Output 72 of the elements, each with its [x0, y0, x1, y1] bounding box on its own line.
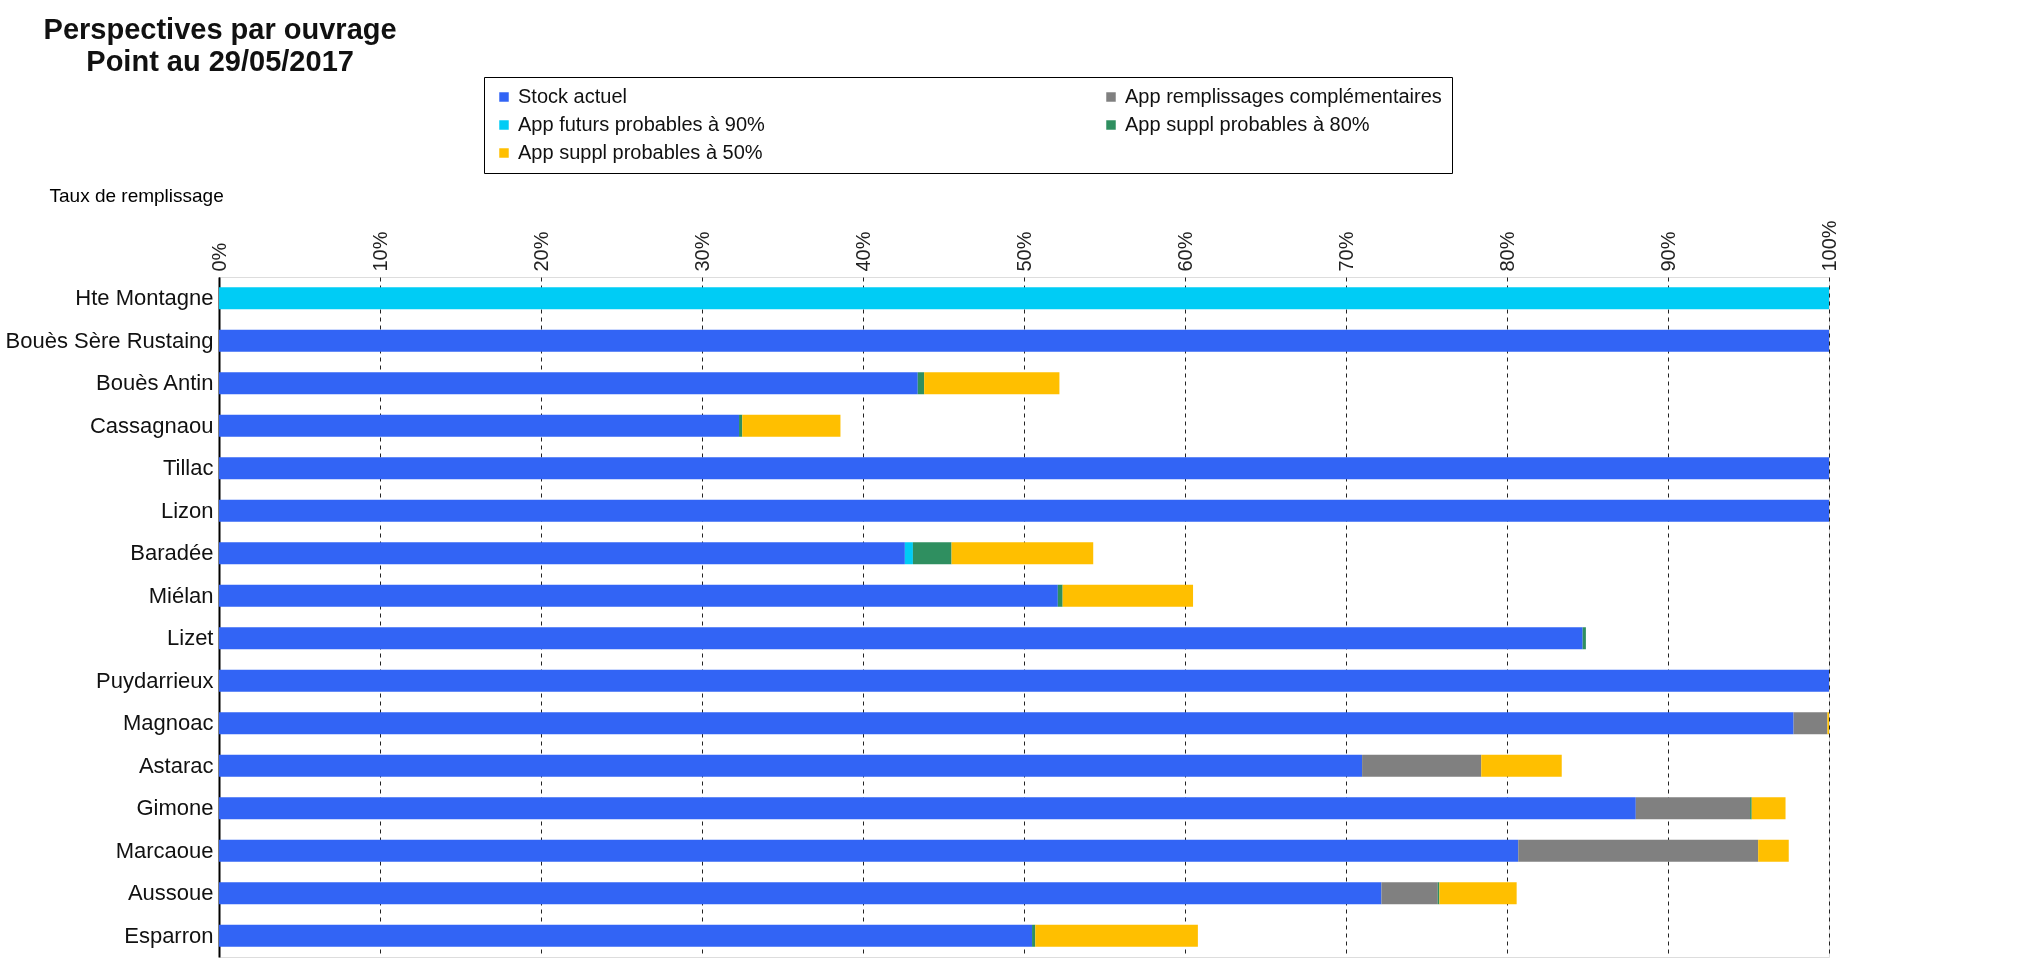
chart-title: Perspectives par ouvrage — [43, 12, 397, 45]
bar — [1062, 584, 1194, 607]
y-tick-label: Miélan — [148, 582, 214, 608]
bar — [1582, 627, 1586, 650]
y-tick-label: Cassagnaou — [89, 412, 214, 438]
bar — [219, 924, 1033, 947]
y-tick-label: Bouès Antin — [96, 370, 214, 396]
bar — [1793, 712, 1828, 735]
bar — [219, 542, 905, 565]
bar — [219, 414, 740, 437]
bar — [219, 287, 1829, 310]
bar — [219, 584, 1058, 607]
bar — [219, 669, 1829, 692]
y-tick-label: Astarac — [138, 752, 214, 778]
bar — [1481, 754, 1562, 777]
y-tick-label: Esparron — [124, 922, 214, 948]
y-tick-label: Aussoue — [127, 880, 214, 906]
x-tick-label: 10% — [368, 231, 391, 272]
x-tick-label: 0% — [207, 242, 230, 272]
y-tick-label: Lizon — [160, 497, 214, 523]
legend-label: Stock actuel — [518, 85, 627, 107]
bar — [219, 712, 1794, 735]
bar — [219, 797, 1636, 820]
bar — [1518, 839, 1759, 862]
bar — [904, 542, 913, 565]
x-tick-label: 60% — [1173, 231, 1196, 272]
legend-label: App remplissages complémentaires — [1125, 85, 1442, 107]
bar — [1035, 924, 1198, 947]
x-tick-label: 20% — [529, 231, 552, 272]
bar — [917, 372, 925, 395]
bar — [1381, 882, 1438, 905]
bar — [219, 499, 1829, 522]
y-tick-label: Lizet — [167, 625, 214, 651]
bar — [219, 329, 1829, 352]
bar — [1758, 839, 1789, 862]
x-tick-label: 80% — [1495, 231, 1518, 272]
legend-label: App suppl probables à 80% — [1125, 113, 1370, 135]
y-tick-label: Baradée — [130, 540, 214, 566]
x-axis-title: Taux de remplissage — [49, 184, 224, 206]
y-tick-label: Marcaoue — [115, 837, 214, 863]
bar — [1751, 797, 1786, 820]
y-tick-label: Gimone — [136, 795, 214, 821]
x-tick-label: 30% — [690, 231, 713, 272]
bar — [219, 457, 1829, 480]
bar — [739, 414, 743, 437]
bar — [912, 542, 952, 565]
bar — [742, 414, 841, 437]
chart-subtitle: Point au 29/05/2017 — [86, 44, 354, 77]
y-tick-label: Hte Montagne — [75, 285, 214, 311]
x-tick-label: 40% — [851, 231, 874, 272]
bar — [219, 754, 1363, 777]
bar — [219, 839, 1519, 862]
bar — [1635, 797, 1751, 820]
y-tick-label: Magnoac — [122, 710, 214, 736]
x-tick-label: 50% — [1012, 231, 1035, 272]
y-tick-label: Tillac — [162, 455, 214, 481]
bar — [219, 372, 918, 395]
bar — [1362, 754, 1482, 777]
bar — [1057, 584, 1063, 607]
legend-label: App futurs probables à 90% — [518, 113, 766, 135]
bar — [219, 627, 1583, 650]
bar — [1032, 924, 1036, 947]
bar — [219, 882, 1382, 905]
bar — [951, 542, 1094, 565]
y-tick-label: Bouès Sère Rustaing — [5, 327, 214, 353]
x-tick-label: 100% — [1817, 220, 1840, 272]
bar — [1439, 882, 1517, 905]
bar — [924, 372, 1060, 395]
x-tick-label: 90% — [1656, 231, 1679, 272]
x-tick-label: 70% — [1334, 231, 1357, 272]
y-tick-label: Puydarrieux — [96, 667, 214, 693]
legend-label: App suppl probables à 50% — [518, 141, 763, 163]
